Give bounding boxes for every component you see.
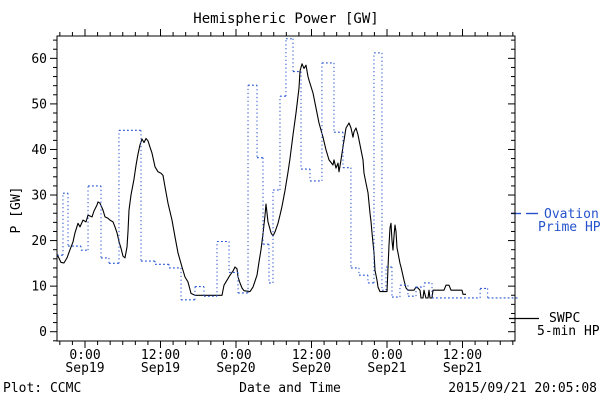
legend-ovation-line1: Ovation xyxy=(544,207,599,222)
timestamp-text: 2015/09/21 20:05:08 xyxy=(448,381,597,396)
x-tick-time-label: 12:00 xyxy=(443,348,482,363)
plot-frame xyxy=(56,35,516,342)
x-tick-time-label: 12:00 xyxy=(292,348,331,363)
x-tick-time-label: 12:00 xyxy=(141,348,180,363)
data-series-layer xyxy=(56,38,520,301)
x-tick-date-label: Sep21 xyxy=(367,361,406,376)
y-tick-label: 30 xyxy=(31,189,47,204)
legend-swpc-line1: SWPC xyxy=(549,311,580,326)
y-tick-label: 20 xyxy=(31,234,47,249)
y-tick-label: 60 xyxy=(31,52,47,67)
x-tick-date-label: Sep21 xyxy=(443,361,482,376)
axis-ticks-layer: 01020304050600:00Sep1912:00Sep190:00Sep2… xyxy=(31,29,515,376)
legend-ovation-line2: Prime HPI xyxy=(538,220,600,235)
y-tick-label: 10 xyxy=(31,280,47,295)
y-tick-label: 0 xyxy=(39,325,47,340)
legend-swpc-line2: 5-min HPI xyxy=(537,324,600,339)
x-axis-label: Date and Time xyxy=(239,381,341,396)
legend-ovation: Ovation Prime HPI xyxy=(511,207,600,235)
x-tick-time-label: 0:00 xyxy=(69,348,100,363)
x-tick-date-label: Sep19 xyxy=(141,361,180,376)
legend-swpc: SWPC 5-min HPI xyxy=(509,311,600,339)
x-tick-date-label: Sep20 xyxy=(292,361,331,376)
swpc-series-line xyxy=(56,63,466,299)
plot-frame-layer xyxy=(56,35,516,342)
x-tick-date-label: Sep20 xyxy=(216,361,255,376)
y-tick-label: 40 xyxy=(31,143,47,158)
x-tick-date-label: Sep19 xyxy=(65,361,104,376)
y-axis-label: P [GW] xyxy=(9,187,24,234)
plot-title: Hemispheric Power [GW] xyxy=(193,11,378,27)
x-tick-time-label: 0:00 xyxy=(371,348,402,363)
x-tick-time-label: 0:00 xyxy=(220,348,251,363)
y-tick-label: 50 xyxy=(31,97,47,112)
credit-text: Plot: CCMC xyxy=(3,381,81,396)
